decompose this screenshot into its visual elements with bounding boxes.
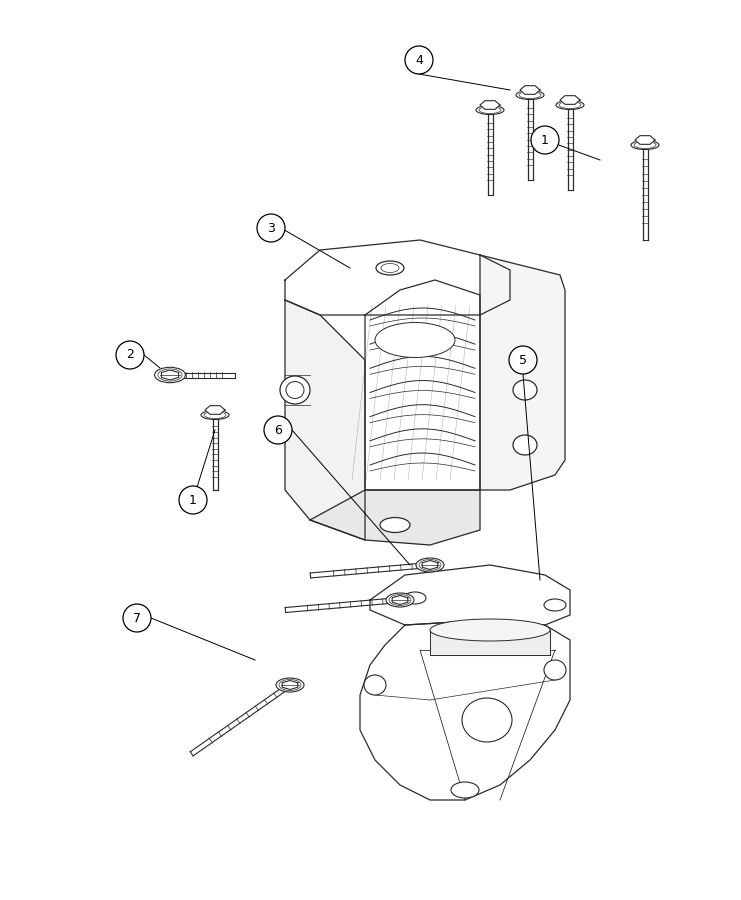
Ellipse shape xyxy=(462,698,512,742)
Polygon shape xyxy=(480,255,565,490)
Polygon shape xyxy=(282,680,298,689)
Text: 3: 3 xyxy=(267,221,275,235)
Polygon shape xyxy=(285,300,365,540)
Ellipse shape xyxy=(513,435,537,455)
Circle shape xyxy=(116,341,144,369)
Polygon shape xyxy=(392,596,408,605)
Polygon shape xyxy=(360,620,570,800)
Text: 2: 2 xyxy=(126,348,134,362)
Ellipse shape xyxy=(631,140,659,149)
Polygon shape xyxy=(480,101,500,109)
Circle shape xyxy=(405,46,433,74)
Circle shape xyxy=(509,346,537,374)
Ellipse shape xyxy=(416,558,444,572)
Circle shape xyxy=(264,416,292,444)
Text: 7: 7 xyxy=(133,611,141,625)
Polygon shape xyxy=(560,95,580,104)
Circle shape xyxy=(179,486,207,514)
Polygon shape xyxy=(370,565,570,625)
Text: 1: 1 xyxy=(189,493,197,507)
Ellipse shape xyxy=(476,105,504,114)
Ellipse shape xyxy=(430,619,550,641)
Polygon shape xyxy=(430,630,550,655)
Ellipse shape xyxy=(276,678,304,692)
Circle shape xyxy=(123,604,151,632)
Text: 4: 4 xyxy=(415,53,423,67)
Ellipse shape xyxy=(201,410,229,419)
Polygon shape xyxy=(162,370,179,380)
Ellipse shape xyxy=(380,518,410,533)
Text: 6: 6 xyxy=(274,424,282,436)
Ellipse shape xyxy=(513,380,537,400)
Circle shape xyxy=(531,126,559,154)
Ellipse shape xyxy=(556,101,584,110)
Ellipse shape xyxy=(386,593,414,607)
Ellipse shape xyxy=(155,367,185,382)
Polygon shape xyxy=(422,561,438,570)
Text: 5: 5 xyxy=(519,354,527,366)
Polygon shape xyxy=(310,490,480,545)
Polygon shape xyxy=(635,136,655,144)
Polygon shape xyxy=(520,86,540,94)
Ellipse shape xyxy=(376,261,404,275)
Ellipse shape xyxy=(280,376,310,404)
Ellipse shape xyxy=(286,382,304,399)
Ellipse shape xyxy=(516,91,544,100)
Ellipse shape xyxy=(544,599,566,611)
Ellipse shape xyxy=(375,322,455,357)
Ellipse shape xyxy=(451,782,479,798)
Circle shape xyxy=(257,214,285,242)
Polygon shape xyxy=(365,280,480,490)
Ellipse shape xyxy=(544,660,566,680)
Text: 1: 1 xyxy=(541,133,549,147)
Polygon shape xyxy=(205,406,225,414)
Polygon shape xyxy=(285,240,510,315)
Ellipse shape xyxy=(404,592,426,604)
Ellipse shape xyxy=(364,675,386,695)
